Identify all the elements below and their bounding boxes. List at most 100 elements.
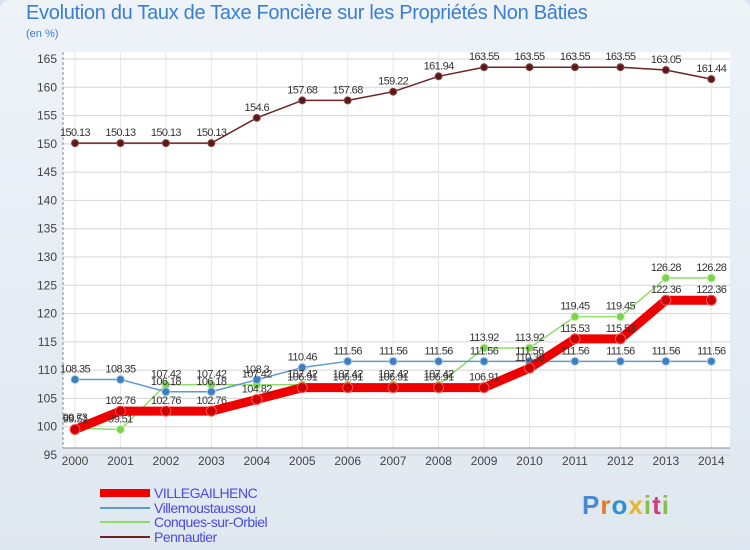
data-label-pennautier: 163.55 bbox=[514, 51, 545, 63]
legend-item-villegailhenc[interactable]: VILLEGAILHENC bbox=[100, 486, 267, 501]
data-point-villegailhenc bbox=[251, 393, 263, 405]
data-label-villegailhenc: 106.91 bbox=[287, 372, 318, 384]
data-label-pennautier: 159.22 bbox=[378, 76, 409, 88]
legend-item-villemoustaussou[interactable]: Villemoustaussou bbox=[100, 501, 267, 516]
legend-swatch-villegailhenc bbox=[100, 489, 150, 498]
y-tick-label: 125 bbox=[37, 278, 57, 292]
y-tick-label: 130 bbox=[37, 250, 57, 264]
data-label-pennautier: 163.55 bbox=[560, 51, 591, 63]
data-label-conques-sur-orbiel: 99.73 bbox=[63, 412, 88, 424]
data-point-villemoustaussou bbox=[706, 356, 716, 366]
data-label-conques-sur-orbiel: 119.45 bbox=[606, 301, 636, 313]
data-point-villemoustaussou bbox=[206, 387, 216, 397]
data-label-villegailhenc: 122.36 bbox=[651, 284, 682, 296]
data-point-pennautier bbox=[570, 63, 579, 72]
data-point-villemoustaussou bbox=[252, 375, 262, 385]
data-point-pennautier bbox=[71, 139, 79, 148]
data-label-villemoustaussou: 111.56 bbox=[424, 345, 453, 357]
data-label-pennautier: 157.68 bbox=[287, 84, 318, 96]
data-point-pennautier bbox=[116, 139, 125, 148]
y-axis-unit: (en %) bbox=[26, 28, 59, 40]
x-tick-label: 2008 bbox=[425, 454, 452, 468]
x-tick-label: 2014 bbox=[698, 454, 725, 468]
y-tick-label: 105 bbox=[37, 391, 57, 405]
data-point-conques-sur-orbiel bbox=[661, 273, 671, 283]
data-label-villegailhenc: 99.51 bbox=[63, 413, 88, 425]
data-point-pennautier bbox=[252, 113, 261, 122]
data-point-conques-sur-orbiel bbox=[479, 343, 489, 353]
line-chart: 95 100 105 110 115 120 125 130 135 140 145 150 155 16… bbox=[37, 51, 730, 468]
data-label-villegailhenc: 102.76 bbox=[105, 395, 136, 407]
data-point-villemoustaussou bbox=[70, 374, 80, 384]
data-label-pennautier: 161.44 bbox=[696, 63, 727, 75]
data-label-villegailhenc: 106.91 bbox=[469, 372, 500, 384]
data-label-conques-sur-orbiel: 126.28 bbox=[651, 262, 682, 274]
data-label-villegailhenc: 106.91 bbox=[378, 372, 409, 384]
data-point-villegailhenc bbox=[433, 382, 445, 394]
data-point-villegailhenc bbox=[387, 382, 399, 394]
proxiti-logo: Proxiti bbox=[582, 490, 670, 520]
data-point-conques-sur-orbiel bbox=[525, 343, 534, 353]
data-label-villegailhenc: 106.91 bbox=[333, 372, 364, 384]
data-point-pennautier bbox=[161, 139, 170, 148]
data-label-villemoustaussou: 110.46 bbox=[288, 352, 318, 364]
data-point-villegailhenc bbox=[342, 382, 354, 394]
data-point-pennautier bbox=[207, 139, 216, 148]
data-label-villegailhenc: 115.53 bbox=[560, 323, 590, 335]
data-label-pennautier: 150.13 bbox=[60, 127, 91, 139]
data-label-conques-sur-orbiel: 107.42 bbox=[424, 369, 455, 381]
data-label-villemoustaussou: 106.18 bbox=[196, 376, 227, 388]
y-tick-label: 95 bbox=[44, 448, 58, 462]
x-tick-label: 2007 bbox=[380, 454, 407, 468]
x-tick-label: 2009 bbox=[471, 454, 498, 468]
data-label-pennautier: 150.13 bbox=[105, 127, 136, 139]
data-label-villemoustaussou: 111.56 bbox=[606, 345, 635, 357]
data-point-conques-sur-orbiel bbox=[615, 312, 625, 322]
data-point-villemoustaussou bbox=[661, 356, 671, 366]
data-point-pennautier bbox=[616, 63, 625, 72]
data-label-villemoustaussou: 111.56 bbox=[333, 345, 362, 357]
data-label-conques-sur-orbiel: 113.92 bbox=[469, 332, 499, 344]
data-point-villegailhenc bbox=[296, 382, 308, 394]
x-tick-label: 2012 bbox=[607, 454, 634, 468]
data-label-villemoustaussou: 111.56 bbox=[561, 345, 590, 357]
data-label-pennautier: 154.6 bbox=[245, 102, 270, 114]
data-label-villegailhenc: 110.36 bbox=[515, 352, 545, 364]
x-tick-label: 2000 bbox=[62, 454, 89, 468]
y-tick-label: 115 bbox=[38, 335, 57, 349]
data-point-villemoustaussou bbox=[479, 356, 489, 366]
x-tick-label: 2001 bbox=[107, 454, 134, 468]
data-label-conques-sur-orbiel: 113.92 bbox=[515, 332, 545, 344]
data-label-villemoustaussou: 108.3 bbox=[245, 364, 270, 376]
data-point-villegailhenc bbox=[114, 405, 126, 417]
data-label-conques-sur-orbiel: 107.42 bbox=[151, 369, 182, 381]
x-tick-label: 2011 bbox=[562, 454, 588, 468]
data-label-conques-sur-orbiel: 126.28 bbox=[696, 262, 727, 274]
x-tick-label: 2002 bbox=[153, 454, 180, 468]
y-tick-label: 135 bbox=[37, 222, 57, 236]
y-tick-label: 165 bbox=[37, 52, 57, 66]
data-point-pennautier bbox=[707, 75, 716, 84]
data-point-villegailhenc bbox=[69, 423, 81, 435]
data-label-villemoustaussou: 111.56 bbox=[697, 345, 726, 357]
y-tick-label: 110 bbox=[38, 363, 57, 377]
legend-label: Villemoustaussou bbox=[154, 499, 256, 516]
data-point-villemoustaussou bbox=[434, 356, 444, 366]
legend-item-conques-sur-orbiel[interactable]: Conques-sur-Orbiel bbox=[100, 514, 268, 531]
data-label-villegailhenc: 104.82 bbox=[242, 383, 273, 395]
legend-item-pennautier[interactable]: Pennautier bbox=[100, 530, 267, 545]
data-point-villegailhenc bbox=[160, 405, 172, 417]
data-point-pennautier bbox=[389, 87, 398, 96]
data-label-villemoustaussou: 106.18 bbox=[151, 376, 182, 388]
data-label-villemoustaussou: 108.35 bbox=[60, 363, 91, 375]
data-label-villemoustaussou: 111.56 bbox=[515, 345, 544, 357]
data-label-villemoustaussou: 111.56 bbox=[470, 345, 499, 357]
data-label-pennautier: 163.55 bbox=[605, 51, 636, 63]
data-point-pennautier bbox=[480, 63, 489, 72]
legend-label: Conques-sur-Orbiel bbox=[154, 514, 268, 531]
data-label-conques-sur-orbiel: 119.45 bbox=[560, 301, 590, 313]
x-tick-label: 2010 bbox=[516, 454, 543, 468]
data-point-villemoustaussou bbox=[388, 356, 398, 366]
data-label-villegailhenc: 115.53 bbox=[606, 323, 636, 335]
data-label-pennautier: 163.55 bbox=[469, 51, 500, 63]
